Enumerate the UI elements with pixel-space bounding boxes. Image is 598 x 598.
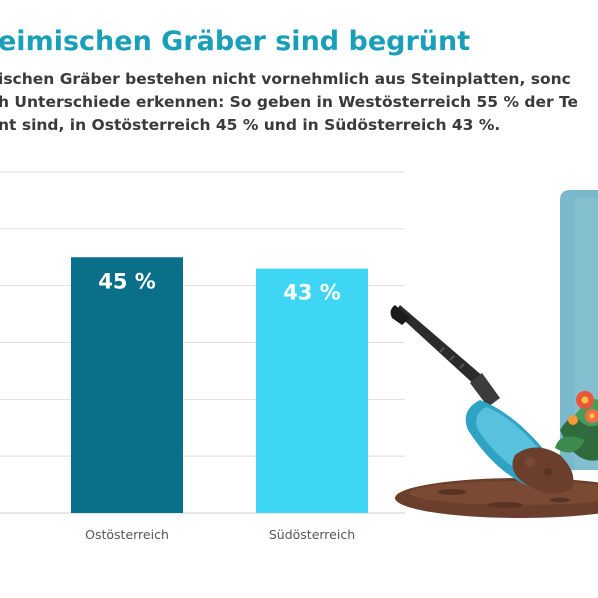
category-label: Südösterreich xyxy=(269,527,355,542)
category-labels: Ostösterreich Südösterreich xyxy=(85,527,355,542)
bar-1 xyxy=(71,257,183,513)
garden-trowel-icon xyxy=(390,305,574,494)
lead-line-3: nt sind, in Ostösterreich 45 % und in Sü… xyxy=(0,116,501,134)
bars xyxy=(71,257,368,513)
flower-pot-icon xyxy=(555,391,598,461)
lead-line-1: ischen Gräber bestehen nicht vornehmlich… xyxy=(0,70,571,88)
lead-line-2: h Unterschiede erkennen: So geben in Wes… xyxy=(0,93,579,111)
bar-value-labels: 45 % 43 % xyxy=(98,269,341,304)
bar-2 xyxy=(256,268,368,513)
illustration xyxy=(390,190,598,518)
lead-text: ischen Gräber bestehen nicht vornehmlich… xyxy=(0,68,598,137)
bar-value-label: 45 % xyxy=(98,269,156,293)
bar-value-label: 43 % xyxy=(283,281,341,305)
headline: eimischen Gräber sind begrünt xyxy=(0,26,471,57)
category-label: Ostösterreich xyxy=(85,527,169,542)
